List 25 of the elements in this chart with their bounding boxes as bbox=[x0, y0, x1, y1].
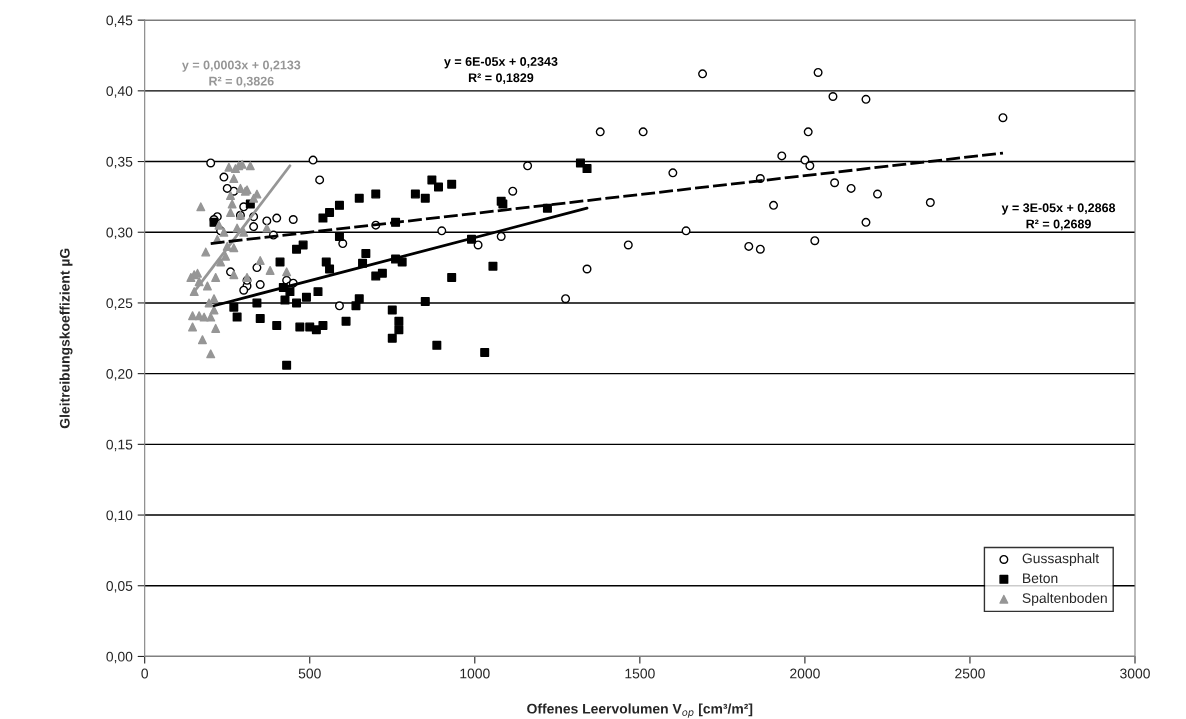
x-tick-label: 1500 bbox=[625, 668, 655, 679]
annotation: y = 3E-05x + 0,2868 R² = 0,2689 bbox=[1001, 203, 1116, 231]
y-tick-label: 0,45 bbox=[106, 15, 133, 27]
legend-label: Beton bbox=[1023, 573, 1058, 584]
y-tick-label: 0,10 bbox=[106, 510, 133, 522]
x-tick-label: 2500 bbox=[955, 668, 985, 679]
x-tick-label: 2000 bbox=[790, 668, 820, 679]
y-tick-label: 0,05 bbox=[106, 581, 133, 593]
annotation: y = 0,0003x + 0,2133 R² = 0,3826 bbox=[182, 60, 301, 88]
annotation: y = 6E-05x + 0,2343 R² = 0,1829 bbox=[444, 57, 558, 84]
y-tick-label: 0,15 bbox=[106, 439, 133, 452]
legend-label: Spaltenboden bbox=[1022, 592, 1107, 606]
y-tick-label: 0,00 bbox=[106, 651, 133, 664]
y-tick-label: 0,40 bbox=[106, 86, 133, 98]
x-tick-label: 500 bbox=[298, 668, 321, 679]
y-tick-label: 0,30 bbox=[106, 227, 133, 240]
x-axis-title: Offenes Leervolumen V$_{op}$ [cm³/m²] bbox=[527, 703, 753, 718]
y-tick-label: 0,35 bbox=[106, 156, 133, 169]
x-tick-label: 0 bbox=[141, 668, 149, 679]
x-tick-label: 3000 bbox=[1120, 668, 1150, 679]
y-tick-label: 0,25 bbox=[106, 298, 133, 310]
x-tick-label: 1000 bbox=[460, 668, 490, 679]
y-axis-title: Gleitreibungskoeffizient µG bbox=[59, 248, 73, 429]
y-tick-label: 0,20 bbox=[106, 368, 133, 381]
legend-label: Gussasphalt bbox=[1022, 553, 1100, 566]
